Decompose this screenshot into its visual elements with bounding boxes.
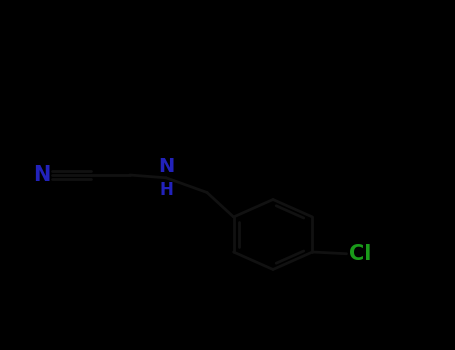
Text: Cl: Cl — [349, 244, 371, 264]
Text: N: N — [158, 157, 174, 176]
Text: N: N — [33, 165, 50, 185]
Text: H: H — [159, 181, 173, 198]
